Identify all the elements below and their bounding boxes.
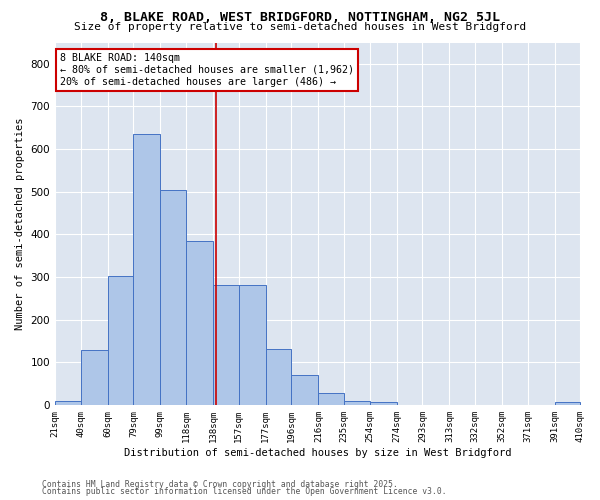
Bar: [370, 402, 397, 405]
Bar: [239, 286, 266, 405]
X-axis label: Distribution of semi-detached houses by size in West Bridgford: Distribution of semi-detached houses by …: [124, 448, 512, 458]
Bar: [186, 240, 213, 405]
Bar: [108, 276, 133, 405]
Bar: [555, 402, 580, 405]
Y-axis label: Number of semi-detached properties: Number of semi-detached properties: [15, 118, 25, 330]
Bar: [160, 190, 186, 405]
Bar: [266, 350, 292, 405]
Text: 8, BLAKE ROAD, WEST BRIDGFORD, NOTTINGHAM, NG2 5JL: 8, BLAKE ROAD, WEST BRIDGFORD, NOTTINGHA…: [100, 11, 500, 24]
Text: Contains HM Land Registry data © Crown copyright and database right 2025.: Contains HM Land Registry data © Crown c…: [42, 480, 398, 489]
Text: Size of property relative to semi-detached houses in West Bridgford: Size of property relative to semi-detach…: [74, 22, 526, 32]
Text: Contains public sector information licensed under the Open Government Licence v3: Contains public sector information licen…: [42, 487, 446, 496]
Bar: [133, 134, 160, 405]
Bar: [319, 394, 344, 405]
Bar: [55, 402, 81, 405]
Bar: [81, 350, 108, 405]
Text: 8 BLAKE ROAD: 140sqm
← 80% of semi-detached houses are smaller (1,962)
20% of se: 8 BLAKE ROAD: 140sqm ← 80% of semi-detac…: [60, 54, 354, 86]
Bar: [213, 286, 239, 405]
Bar: [292, 375, 319, 405]
Bar: [344, 400, 370, 405]
